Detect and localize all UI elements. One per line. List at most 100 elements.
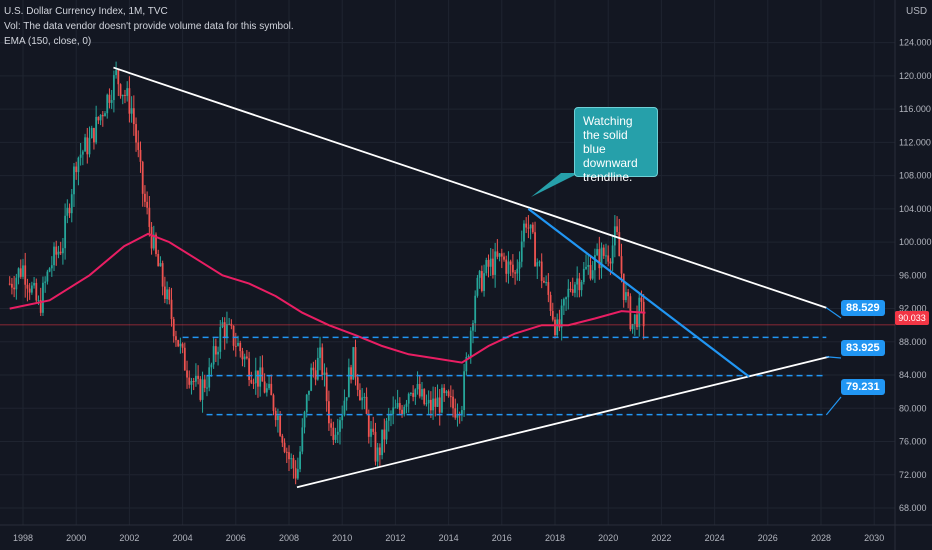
candle-body: [569, 288, 572, 290]
candle-body: [631, 323, 634, 330]
candle-body: [62, 248, 64, 254]
candle-body: [117, 70, 120, 85]
y-tick-label: 108.000: [899, 171, 932, 181]
candle-body: [509, 261, 512, 265]
candle-body: [560, 305, 563, 328]
candle-body: [414, 389, 417, 397]
candle-body: [518, 261, 521, 269]
x-tick-label: 2008: [279, 533, 299, 543]
indicator-label[interactable]: EMA (150, close, 0): [4, 36, 92, 47]
blue-downward-trendline: [527, 207, 750, 378]
candle-body: [605, 255, 607, 257]
candle-body: [241, 351, 244, 360]
candle-body: [325, 372, 328, 402]
candle-body: [514, 272, 516, 274]
candle-body: [520, 241, 523, 262]
candle-body: [201, 379, 204, 400]
candle-body: [17, 268, 20, 278]
candle-body: [374, 431, 377, 462]
candle-body: [310, 367, 313, 391]
candle-body: [245, 356, 248, 359]
candle-body: [124, 94, 126, 96]
candle-body: [24, 265, 27, 285]
candle-body: [328, 401, 330, 424]
candle-body: [454, 408, 457, 418]
candle-body: [270, 383, 273, 396]
candle-body: [436, 397, 439, 407]
candle-body: [398, 403, 401, 410]
x-tick-label: 2006: [226, 533, 246, 543]
candle-body: [330, 423, 333, 428]
candle-body: [594, 255, 596, 271]
candle-body: [26, 284, 29, 289]
price-axis[interactable]: 124.000 120.000 116.000 112.000 108.000 104.0…: [899, 38, 932, 513]
candle-body: [452, 396, 454, 409]
candle-body: [341, 415, 344, 421]
candle-body: [316, 357, 319, 380]
level-tag-88529[interactable]: 88.529: [841, 300, 885, 316]
candle-body: [523, 223, 525, 242]
candle-body: [292, 458, 295, 469]
candle-body: [141, 161, 144, 194]
candle-body: [465, 356, 468, 372]
candle-body: [627, 292, 630, 297]
y-tick-label: 88.000: [899, 337, 927, 347]
candle-body: [281, 435, 284, 443]
white-trendline: [296, 355, 830, 489]
candle-body: [392, 407, 395, 415]
candle-body: [372, 428, 375, 432]
candle-body: [582, 268, 585, 282]
candle-body: [64, 215, 67, 249]
candle-body: [219, 327, 222, 352]
candle-body: [585, 266, 587, 269]
symbol-title[interactable]: U.S. Dollar Currency Index, 1M, TVC: [4, 6, 168, 17]
candle-body: [223, 322, 226, 338]
candle-body: [611, 245, 614, 264]
level-tag-79231[interactable]: 79.231: [841, 379, 885, 395]
candle-body: [55, 246, 58, 255]
candle-body: [529, 224, 532, 229]
time-axis[interactable]: 1998 2000 2002 2004 2006 2008 2010 2012 2014 2016…: [13, 533, 884, 543]
y-tick-label: 124.000: [899, 38, 932, 48]
candle-body: [188, 377, 191, 385]
candle-body: [485, 259, 488, 274]
candle-body: [42, 282, 44, 313]
candle-body: [416, 383, 419, 390]
candle-body: [257, 370, 259, 387]
candle-body: [159, 263, 162, 267]
candle-body: [13, 287, 16, 290]
candle-body: [108, 94, 111, 103]
candle-body: [53, 246, 55, 266]
candles: [8, 61, 645, 485]
candle-body: [443, 387, 446, 394]
annotation-callout[interactable]: Watching the solid blue downward trendli…: [574, 107, 658, 184]
candle-body: [155, 234, 157, 254]
candle-body: [467, 355, 470, 357]
candle-body: [401, 409, 403, 415]
y-tick-label: 76.000: [899, 437, 927, 447]
candle-body: [139, 149, 142, 162]
candle-body: [144, 193, 146, 202]
level-tag-83925[interactable]: 83.925: [841, 340, 885, 356]
candle-body: [15, 277, 18, 290]
candle-body: [261, 367, 264, 382]
candle-body: [186, 370, 188, 378]
candle-body: [418, 383, 421, 397]
candle-body: [421, 389, 423, 397]
y-tick-label: 112.000: [899, 137, 931, 147]
candle-body: [356, 377, 359, 390]
candle-body: [39, 300, 42, 313]
candle-body: [132, 108, 135, 125]
candle-body: [461, 410, 463, 416]
candle-body: [616, 226, 618, 233]
candle-body: [565, 297, 567, 300]
candle-body: [438, 397, 441, 413]
candle-body: [301, 427, 304, 452]
candle-body: [429, 399, 432, 411]
x-tick-label: 2026: [758, 533, 778, 543]
candle-body: [177, 340, 180, 347]
candle-body: [498, 253, 501, 257]
candle-body: [110, 100, 113, 103]
candle-body: [363, 396, 366, 398]
